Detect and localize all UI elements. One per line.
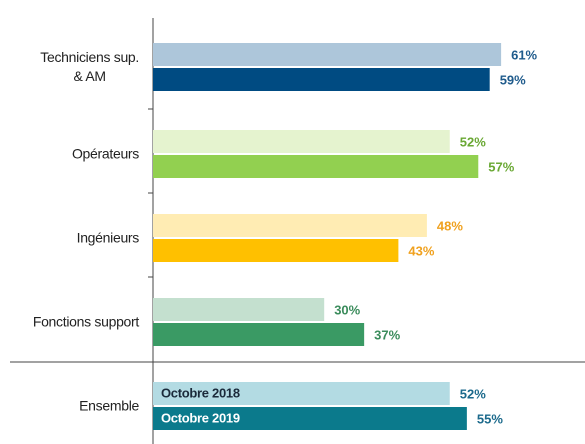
value-label: 43%	[408, 243, 434, 258]
category-label: Ingénieurs	[76, 229, 140, 246]
bar	[153, 407, 467, 430]
bar	[153, 155, 479, 178]
bar	[153, 298, 325, 321]
value-label: 59%	[500, 72, 526, 87]
category-label: Opérateurs	[71, 145, 139, 162]
value-label: 48%	[437, 218, 463, 233]
legend-label: Octobre 2019	[161, 410, 240, 425]
bar	[153, 239, 399, 262]
value-label: 30%	[334, 302, 360, 317]
value-label: 55%	[477, 411, 503, 426]
value-label: 52%	[460, 386, 486, 401]
bar	[153, 323, 365, 346]
bar	[153, 382, 450, 405]
bar	[153, 68, 490, 91]
bar	[153, 130, 450, 153]
value-label: 37%	[374, 327, 400, 342]
value-label: 61%	[511, 47, 537, 62]
value-label: 52%	[460, 134, 486, 149]
legend-label: Octobre 2018	[161, 385, 240, 400]
category-label: Techniciens sup. & AM	[40, 49, 139, 84]
bar	[153, 43, 502, 66]
bar	[153, 214, 427, 237]
value-label: 57%	[488, 159, 514, 174]
category-label: Fonctions support	[32, 313, 139, 330]
category-label: Ensemble	[79, 397, 139, 414]
